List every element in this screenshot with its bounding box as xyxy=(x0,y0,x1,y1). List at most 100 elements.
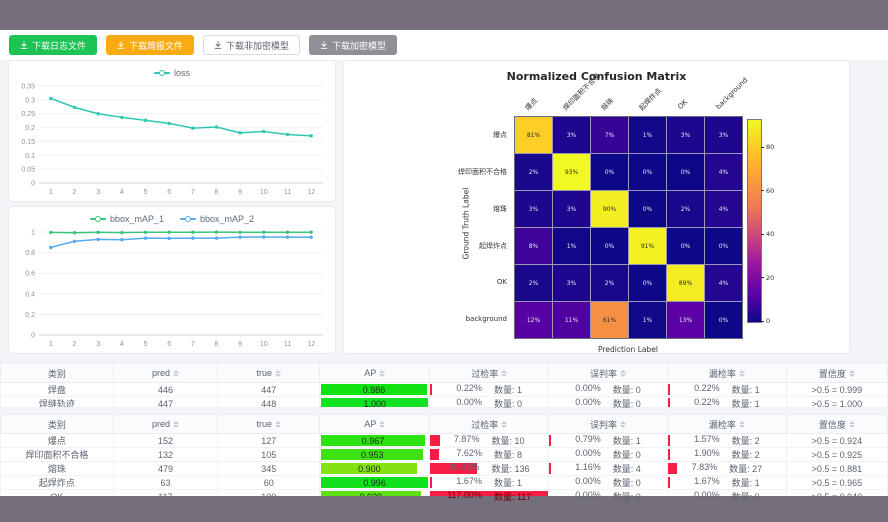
legend-item-bbox_mAP_1[interactable]: bbox_mAP_1 xyxy=(89,214,164,224)
rate-count: 数量: 2 xyxy=(731,436,760,446)
table-row: 焊印面积不合格 132 105 0.953 7.62% 数量: 8 0.00% 数量: 0 1.… xyxy=(0,447,888,462)
cell-ap: 0.967 xyxy=(319,433,431,448)
column-header-over[interactable]: 过检率 xyxy=(429,363,550,383)
download-icon xyxy=(214,41,222,49)
matrix-cell: 1% xyxy=(629,302,666,338)
matrix-cell: 8% xyxy=(515,228,552,264)
matrix-column-label: OK xyxy=(676,98,690,111)
download-brief-file-button[interactable]: 下载简报文件 xyxy=(106,35,195,55)
download-log-file-button[interactable]: 下载日志文件 xyxy=(9,35,98,55)
column-header-ap[interactable]: AP xyxy=(319,414,431,434)
matrix-cell: 91% xyxy=(629,228,666,264)
cell-miss: 1.90% 数量: 2 xyxy=(666,447,787,462)
svg-text:0.05: 0.05 xyxy=(21,167,35,174)
matrix-cell: 3% xyxy=(705,117,742,153)
ap-bar: 0.900 xyxy=(321,463,418,474)
ap-bar: 0.967 xyxy=(321,435,425,446)
column-header-conf[interactable]: 置信度 xyxy=(785,363,888,383)
cell-label: 焊盘 xyxy=(0,382,114,397)
sort-icon[interactable] xyxy=(738,369,745,377)
sort-icon[interactable] xyxy=(379,369,386,377)
cell-over: 1.67% 数量: 1 xyxy=(429,475,550,490)
legend-marker-icon xyxy=(153,69,170,77)
rate-count: 数量: 0 xyxy=(612,450,641,460)
confusion-matrix-grid: 81% 3% 7% 1% 3% 3% 2% 93% 0% 0% 0% 4% 3% 3% 90% 0% 2% 4% 8… xyxy=(514,116,743,339)
rate-count: 数量: 1 xyxy=(731,478,760,488)
matrix-cell: 2% xyxy=(515,265,552,301)
svg-text:5: 5 xyxy=(144,341,148,348)
download-unencrypted-model-button[interactable]: 下载非加密模型 xyxy=(203,35,301,55)
cell-miss: 7.83% 数量: 27 xyxy=(666,461,787,476)
matrix-cell: 1% xyxy=(553,228,590,264)
matrix-row-label: 爆点 xyxy=(493,131,507,139)
table-row: 熔珠 479 345 0.900 39.42% 数量: 136 1.16% 数量: 4 7.83… xyxy=(0,461,888,476)
svg-text:0.25: 0.25 xyxy=(21,111,35,118)
loss-chart: 00.050.10.150.20.250.30.351 2 3 4 5 6 7 8 9 10 11 1… xyxy=(21,84,323,196)
cell-pred: 446 xyxy=(112,382,219,397)
cell-over: 0.00% 数量: 0 xyxy=(429,396,550,411)
cell-true: 447 xyxy=(217,382,321,397)
sort-icon[interactable] xyxy=(172,420,179,428)
sort-icon[interactable] xyxy=(620,420,627,428)
legend-item-bbox_mAP_2[interactable]: bbox_mAP_2 xyxy=(180,214,254,224)
sort-icon[interactable] xyxy=(620,369,627,377)
colorbar-tick: 80 xyxy=(761,143,774,151)
cell-over: 0.22% 数量: 1 xyxy=(429,382,550,397)
cell-miss: 0.22% 数量: 1 xyxy=(666,382,787,397)
rate-bar xyxy=(430,463,477,474)
colorbar-tick: 40 xyxy=(761,230,774,238)
rate-percent: 7.83% xyxy=(691,462,718,473)
sort-icon[interactable] xyxy=(848,369,855,377)
matrix-cell: 7% xyxy=(591,117,628,153)
column-header-true[interactable]: true xyxy=(217,363,321,383)
sort-icon[interactable] xyxy=(172,369,179,377)
matrix-cell: 4% xyxy=(705,191,742,227)
column-title: 置信度 xyxy=(818,419,846,430)
cell-pred: 132 xyxy=(112,447,219,462)
column-header-true[interactable]: true xyxy=(217,414,321,434)
column-header-ap[interactable]: AP xyxy=(319,363,431,383)
rate-count: 数量: 10 xyxy=(491,436,525,446)
cell-mis: 0.00% 数量: 0 xyxy=(548,382,668,397)
button-label: 下载日志文件 xyxy=(32,40,87,51)
button-label: 下载非加密模型 xyxy=(226,40,290,51)
sort-icon[interactable] xyxy=(738,420,745,428)
matrix-row-label: background xyxy=(465,315,507,323)
svg-text:3: 3 xyxy=(96,189,100,196)
column-header-mis[interactable]: 误判率 xyxy=(548,414,668,434)
map-chart-card: bbox_mAP_1 bbox_mAP_2 0 0.2 0.4 0.6 0.8 1 1 2 3 4 5… xyxy=(8,206,336,354)
sort-icon[interactable] xyxy=(379,420,386,428)
column-header-pred[interactable]: pred xyxy=(112,363,219,383)
column-header-miss[interactable]: 漏检率 xyxy=(666,363,787,383)
column-header-over[interactable]: 过检率 xyxy=(429,414,550,434)
column-title: 类别 xyxy=(47,419,66,430)
sort-icon[interactable] xyxy=(501,420,508,428)
cell-mis: 0.00% 数量: 0 xyxy=(548,447,668,462)
sort-icon[interactable] xyxy=(275,369,282,377)
column-header-mis[interactable]: 误判率 xyxy=(548,363,668,383)
svg-text:1: 1 xyxy=(49,341,53,348)
rate-bar xyxy=(430,384,433,395)
sort-icon[interactable] xyxy=(848,420,855,428)
column-title: 过检率 xyxy=(471,419,499,430)
column-header-miss[interactable]: 漏检率 xyxy=(666,414,787,434)
cell-mis: 0.00% 数量: 0 xyxy=(548,396,668,411)
legend-item-loss[interactable]: loss xyxy=(153,68,190,78)
rate-percent: 0.00% xyxy=(575,490,601,501)
sort-icon[interactable] xyxy=(501,369,508,377)
cell-conf: >0.5 = 0.999 xyxy=(785,382,888,397)
rate-percent: 1.16% xyxy=(575,462,601,473)
column-header-conf[interactable]: 置信度 xyxy=(785,414,888,434)
column-title: 类别 xyxy=(47,368,66,379)
sort-icon[interactable] xyxy=(275,420,282,428)
svg-text:0.2: 0.2 xyxy=(25,125,35,132)
map-chart: 00.20.40.60.811 2 3 4 5 6 7 8 9 10 11 12 xyxy=(25,230,323,348)
colorbar-tick: 20 xyxy=(761,274,774,282)
rate-percent: 0.00% xyxy=(575,383,601,394)
column-header-pred[interactable]: pred xyxy=(112,414,219,434)
download-encrypted-model-button[interactable]: 下载加密模型 xyxy=(309,35,398,55)
rate-bar xyxy=(668,398,670,409)
svg-text:7: 7 xyxy=(191,341,195,348)
button-label: 下载简报文件 xyxy=(129,40,184,51)
cell-true: 60 xyxy=(217,475,321,490)
